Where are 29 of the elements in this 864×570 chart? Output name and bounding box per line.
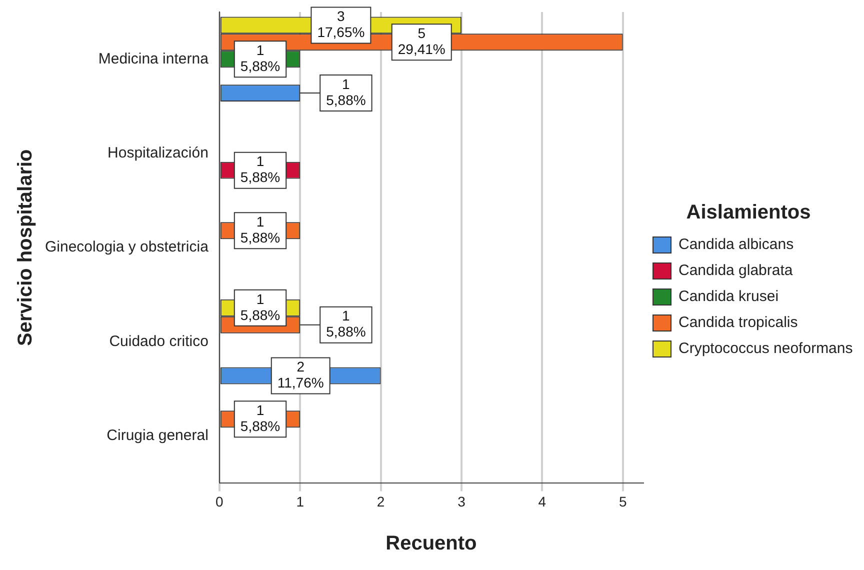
data-label: 5 29,41% xyxy=(398,25,446,58)
data-label: 2 11,76% xyxy=(277,358,324,391)
x-tick-label: 2 xyxy=(376,493,385,510)
y-tick-label: Cuidado critico xyxy=(109,332,208,350)
y-tick-label: Hospitalización xyxy=(108,144,208,162)
data-label: 1 5,88% xyxy=(240,213,280,246)
x-axis-title: Recuento xyxy=(386,532,477,555)
y-tick-label: Cirugia general xyxy=(106,427,208,444)
data-label: 1 5,88% xyxy=(240,290,280,323)
legend-label: Candida tropicalis xyxy=(678,314,798,332)
y-tick-label: Ginecologia y obstetricia xyxy=(44,238,210,256)
data-label: 3 17,65% xyxy=(317,8,365,40)
y-tick-label: Medicina interna xyxy=(98,50,210,68)
x-tick-label: 3 xyxy=(458,493,466,510)
x-tick-label: 5 xyxy=(618,493,627,510)
legend-label: Candida albicans xyxy=(678,236,794,254)
legend-label: Candida glabrata xyxy=(678,262,794,280)
data-label: 1 5,88% xyxy=(326,76,366,108)
legend-title: Aislamientos xyxy=(686,202,811,224)
x-tick-label: 1 xyxy=(296,493,304,510)
data-label: 1 5,88% xyxy=(240,402,280,434)
y-axis-title: Servicio hospitalario xyxy=(14,149,37,346)
x-tick-label: 4 xyxy=(538,493,546,510)
legend-label: Candida krusei xyxy=(678,288,779,306)
legend-label: Cryptococcus neoformans xyxy=(678,340,853,358)
x-tick-label: 0 xyxy=(216,493,224,510)
data-label: 1 5,88% xyxy=(240,42,280,74)
data-label: 1 5,88% xyxy=(240,153,280,186)
data-label: 1 5,88% xyxy=(326,308,366,340)
